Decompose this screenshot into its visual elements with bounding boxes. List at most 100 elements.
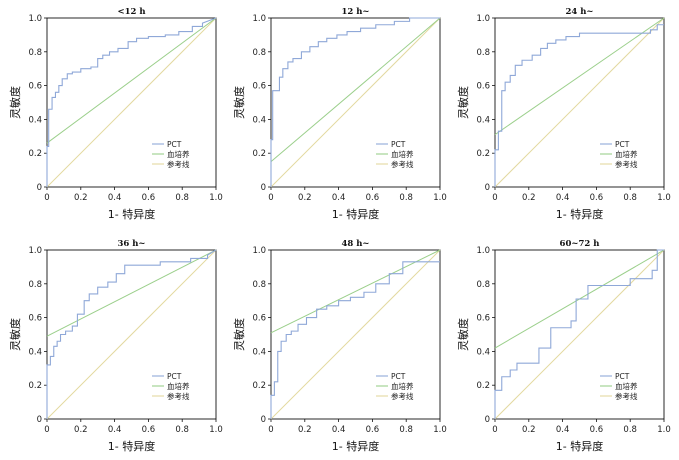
- x-axis-title: 1- 特异度: [332, 207, 379, 221]
- x-tick-label: 0.4: [556, 425, 570, 435]
- y-tick-label: 0: [485, 415, 490, 425]
- y-tick-label: 0.4: [28, 347, 42, 357]
- y-tick-label: 0: [261, 415, 266, 425]
- y-tick-label: 1.0: [476, 14, 490, 24]
- y-tick-label: 0: [37, 415, 42, 425]
- blood-culture-line: [494, 17, 665, 136]
- y-tick-label: 0.2: [476, 381, 490, 391]
- y-tick-label: 0.8: [476, 48, 490, 58]
- blood-culture-line: [270, 17, 441, 163]
- y-tick-label: 1.0: [476, 246, 490, 256]
- reference-line: [270, 249, 441, 420]
- x-axis-title: 1- 特异度: [556, 439, 603, 453]
- roc-panel-3: 24 h~ 0 0.2 0.4 0.6 0.8 1.0 0 0.2 0.4 0.6 0.8 1.0 1- …: [456, 7, 671, 221]
- x-tick-label: 0.8: [623, 193, 637, 203]
- x-tick-label: 1.0: [433, 193, 447, 203]
- plot-frame: [270, 17, 441, 188]
- plot-frame: [46, 249, 217, 420]
- legend-label: 参考线: [391, 159, 414, 169]
- x-tick-label: 1.0: [209, 425, 223, 435]
- x-axis-title: 1- 特异度: [108, 439, 155, 453]
- reference-line: [46, 249, 217, 420]
- plot-frame: [270, 249, 441, 420]
- x-tick-label: 0.6: [142, 425, 156, 435]
- x-tick-label: 0: [268, 193, 273, 203]
- y-tick-label: 0.2: [476, 149, 490, 159]
- x-tick-label: 1.0: [657, 425, 671, 435]
- x-tick-label: 0: [44, 425, 49, 435]
- y-tick-label: 0.8: [28, 280, 42, 290]
- panel-title: 36 h~: [117, 239, 145, 249]
- x-tick-label: 0.8: [399, 425, 413, 435]
- x-axis-title: 1- 特异度: [556, 207, 603, 221]
- y-tick-label: 0.2: [28, 149, 42, 159]
- blood-culture-line: [270, 249, 441, 334]
- y-tick-label: 0.4: [252, 347, 266, 357]
- y-tick-label: 0.2: [252, 149, 266, 159]
- panel-title: 48 h~: [341, 239, 369, 249]
- plot-frame: [46, 17, 217, 188]
- reference-line: [46, 17, 217, 188]
- x-tick-label: 0.4: [108, 425, 122, 435]
- roc-panel-5: 48 h~ 0 0.2 0.4 0.6 0.8 1.0 0 0.2 0.4 0.6 0.8 1.0 1- …: [232, 239, 447, 453]
- x-tick-label: 1.0: [433, 425, 447, 435]
- y-tick-label: 0.2: [28, 381, 42, 391]
- y-tick-label: 0.4: [28, 115, 42, 125]
- pct-roc-curve: [494, 249, 664, 419]
- y-tick-label: 0.6: [476, 82, 490, 92]
- reference-line: [270, 17, 441, 188]
- panel-title: 60~72 h: [560, 239, 600, 249]
- x-tick-label: 0: [492, 425, 497, 435]
- x-tick-label: 0.6: [366, 425, 380, 435]
- x-tick-label: 0.2: [522, 425, 536, 435]
- y-tick-label: 0.6: [28, 314, 42, 324]
- y-tick-label: 0.8: [252, 48, 266, 58]
- roc-panel-1: <12 h 0 0.2 0.4 0.6 0.8 1.0 0 0.2 0.4 0.6 0.8 1.0 1- …: [8, 7, 223, 221]
- x-tick-label: 0: [44, 193, 49, 203]
- legend-label: 参考线: [615, 391, 638, 401]
- legend-label: 血培养: [167, 381, 190, 391]
- y-tick-label: 0.8: [28, 48, 42, 58]
- x-tick-label: 0.4: [556, 193, 570, 203]
- legend-label: 血培养: [167, 149, 190, 159]
- legend-label: 血培养: [615, 149, 638, 159]
- y-tick-label: 1.0: [28, 14, 42, 24]
- y-tick-label: 1.0: [252, 246, 266, 256]
- legend-label: 参考线: [391, 391, 414, 401]
- y-tick-label: 0.4: [252, 115, 266, 125]
- pct-roc-curve: [270, 261, 440, 419]
- y-axis-title: 灵敏度: [456, 86, 470, 119]
- x-tick-label: 0.8: [623, 425, 637, 435]
- x-tick-label: 0.2: [298, 425, 312, 435]
- panel-title: 24 h~: [565, 7, 593, 17]
- x-tick-label: 1.0: [209, 193, 223, 203]
- x-tick-label: 0.8: [175, 425, 189, 435]
- y-tick-label: 0: [485, 183, 490, 193]
- x-tick-label: 0.6: [590, 193, 604, 203]
- legend-label: 血培养: [391, 381, 414, 391]
- blood-culture-line: [46, 17, 217, 144]
- panel-title: <12 h: [117, 7, 145, 17]
- y-tick-label: 0.4: [476, 347, 490, 357]
- x-tick-label: 0.4: [332, 425, 346, 435]
- pct-roc-curve: [494, 24, 664, 187]
- legend-label: PCT: [615, 140, 630, 149]
- x-tick-label: 0.8: [175, 193, 189, 203]
- panel-title: 12 h~: [341, 7, 369, 17]
- y-tick-label: 0.6: [28, 82, 42, 92]
- y-tick-label: 0: [37, 183, 42, 193]
- plot-frame: [494, 17, 665, 188]
- y-axis-title: 灵敏度: [232, 86, 246, 119]
- pct-roc-curve: [270, 17, 440, 187]
- reference-line: [494, 249, 665, 420]
- plot-frame: [494, 249, 665, 420]
- roc-panel-4: 36 h~ 0 0.2 0.4 0.6 0.8 1.0 0 0.2 0.4 0.6 0.8 1.0 1- …: [8, 239, 223, 453]
- x-tick-label: 0.2: [298, 193, 312, 203]
- x-axis-title: 1- 特异度: [332, 439, 379, 453]
- legend-label: 参考线: [167, 391, 190, 401]
- y-tick-label: 0.8: [252, 280, 266, 290]
- x-tick-label: 0: [492, 193, 497, 203]
- legend-label: PCT: [391, 140, 406, 149]
- pct-roc-curve: [46, 17, 217, 187]
